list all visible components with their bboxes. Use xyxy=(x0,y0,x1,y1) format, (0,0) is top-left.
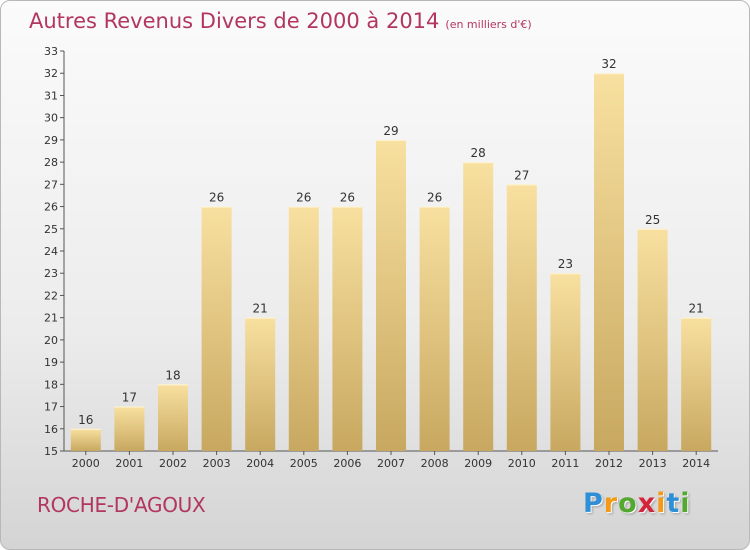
y-tick-label: 18 xyxy=(44,378,58,391)
chart-axes: 15 16 17 18 19 20 21 22 23 24 25 26 27 28 29 30 31 32 33 20… xyxy=(44,45,718,470)
x-tick-label: 2003 xyxy=(203,457,231,470)
logo-letter: i xyxy=(656,488,667,519)
x-tick-label: 2012 xyxy=(595,457,623,470)
x-tick-label: 2007 xyxy=(377,457,405,470)
y-tick-label: 15 xyxy=(44,445,58,458)
bar-value-label: 26 xyxy=(209,191,224,205)
y-tick-label: 33 xyxy=(44,45,58,58)
logo-letter: r xyxy=(603,488,619,519)
x-tick-label: 2009 xyxy=(464,457,492,470)
bar-value-label: 26 xyxy=(296,191,311,205)
chart-title: Autres Revenus Divers de 2000 à 2014 (en … xyxy=(29,9,532,33)
bar-2002 xyxy=(158,384,188,451)
bar-value-label: 18 xyxy=(165,368,180,382)
bar-value-label: 26 xyxy=(427,191,442,205)
bar-value-label: 16 xyxy=(78,413,93,427)
bar-value-label: 27 xyxy=(514,168,529,182)
logo-letter: o xyxy=(618,488,638,519)
bar-2001 xyxy=(114,406,145,451)
logo-letter: i xyxy=(680,488,691,519)
y-tick-label: 24 xyxy=(44,245,58,258)
bar-value-label: 25 xyxy=(645,213,660,227)
bar-2010 xyxy=(506,184,537,452)
bar-2008 xyxy=(419,206,450,451)
logo-letter: P xyxy=(583,488,604,519)
y-tick-label: 16 xyxy=(44,423,58,436)
y-tick-label: 19 xyxy=(44,356,58,369)
bar-value-label: 26 xyxy=(340,191,355,205)
bar-value-label: 21 xyxy=(253,302,268,316)
x-tick-label: 2004 xyxy=(246,457,274,470)
y-tick-label: 22 xyxy=(44,289,58,302)
x-tick-label: 2002 xyxy=(159,457,187,470)
x-tick-label: 2008 xyxy=(421,457,449,470)
y-tick-label: 17 xyxy=(44,401,58,414)
bar-2014 xyxy=(681,317,712,451)
y-tick-label: 23 xyxy=(44,267,58,280)
y-tick-label: 26 xyxy=(44,201,58,214)
bar-2003 xyxy=(201,206,232,451)
commune-name: ROCHE-D'AGOUX xyxy=(37,493,206,517)
bar-2004 xyxy=(245,317,276,451)
bar-2013 xyxy=(637,228,668,451)
x-tick-label: 2006 xyxy=(333,457,361,470)
y-tick-label: 27 xyxy=(44,178,58,191)
x-tick-label: 2001 xyxy=(115,457,143,470)
bar-2012 xyxy=(594,73,624,451)
bar-value-label: 29 xyxy=(383,124,398,138)
logo-letter: t xyxy=(666,488,681,519)
y-tick-label: 28 xyxy=(44,156,58,169)
y-tick-label: 30 xyxy=(44,112,58,125)
bar-2009 xyxy=(463,162,494,451)
chart-title-unit: (en milliers d'€) xyxy=(445,18,532,31)
bar-2005 xyxy=(288,206,319,451)
chart-bars: 16 17 18 26 21 26 26 29 26 28 27 23 32 25 21 xyxy=(70,57,712,452)
y-tick-label: 25 xyxy=(44,223,58,236)
x-tick-label: 2005 xyxy=(290,457,318,470)
x-tick-label: 2010 xyxy=(508,457,536,470)
chart-title-main: Autres Revenus Divers de 2000 à 2014 xyxy=(29,9,440,33)
bar-2006 xyxy=(332,206,363,451)
x-tick-label: 2000 xyxy=(72,457,100,470)
y-tick-label: 31 xyxy=(44,89,58,102)
bar-2000 xyxy=(70,428,101,451)
bar-value-label: 32 xyxy=(601,57,616,71)
x-tick-label: 2011 xyxy=(551,457,579,470)
y-tick-label: 32 xyxy=(44,67,58,80)
proxiti-logo[interactable]: Proxiti xyxy=(583,488,691,519)
bar-value-label: 17 xyxy=(122,391,137,405)
logo-letter: x xyxy=(637,488,657,519)
x-tick-label: 2014 xyxy=(682,457,710,470)
y-tick-label: 20 xyxy=(44,334,58,347)
y-tick-label: 29 xyxy=(44,134,58,147)
bar-2007 xyxy=(376,139,406,451)
y-tick-label: 21 xyxy=(44,312,58,325)
bar-value-label: 28 xyxy=(471,146,486,160)
bar-2011 xyxy=(550,273,581,451)
bar-value-label: 23 xyxy=(558,257,573,271)
x-tick-label: 2013 xyxy=(639,457,667,470)
bar-value-label: 21 xyxy=(689,302,704,316)
